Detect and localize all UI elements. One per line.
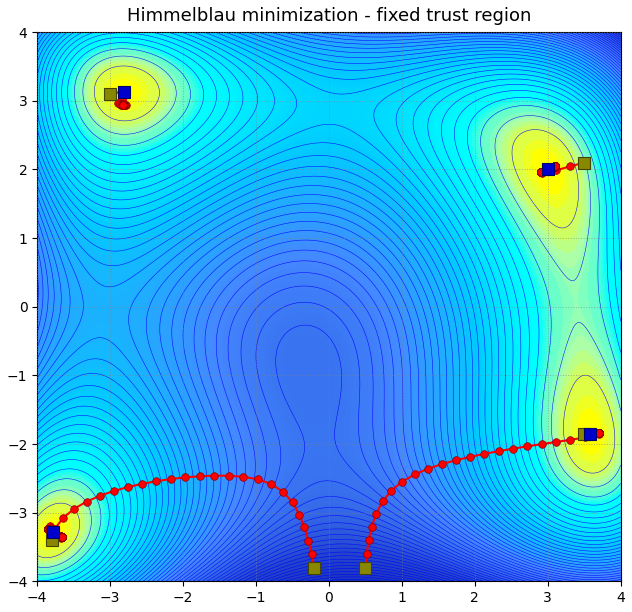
Title: Himmelblau minimization - fixed trust region: Himmelblau minimization - fixed trust re… [127, 7, 531, 25]
